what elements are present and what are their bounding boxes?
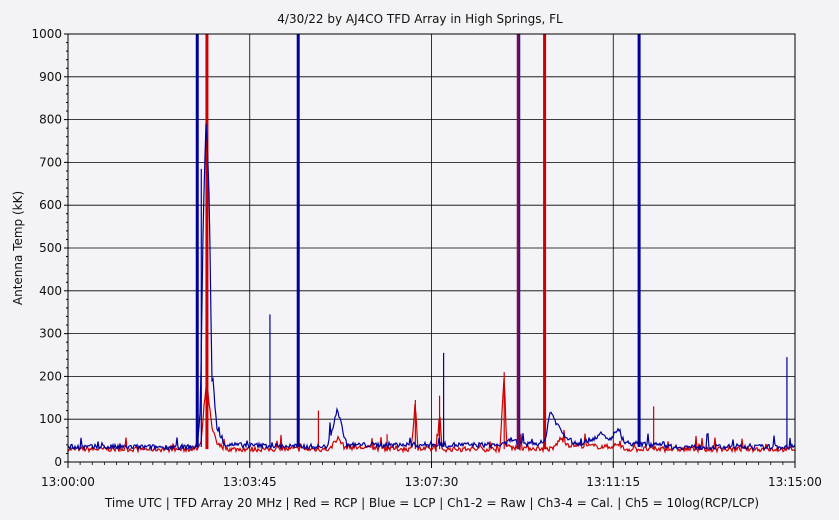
y-tick-label: 500 — [39, 241, 62, 255]
x-tick-label: 13:00:00 — [41, 475, 95, 489]
series-rcp — [67, 34, 795, 454]
y-axis: 0 100 200 300 400 500 600 700 800 900 1000 — [31, 27, 68, 469]
y-tick-label: 900 — [39, 70, 62, 84]
y-tick-label: 0 — [54, 455, 62, 469]
x-tick-label: 13:15:00 — [768, 475, 822, 489]
x-tick-label: 13:07:30 — [405, 475, 459, 489]
y-tick-label: 1000 — [31, 27, 62, 41]
x-tick-label: 13:03:45 — [223, 475, 277, 489]
y-tick-label: 800 — [39, 113, 62, 127]
chart-title: 4/30/22 by AJ4CO TFD Array in High Sprin… — [277, 12, 563, 26]
x-axis: 13:00:00 13:03:45 13:07:30 13:11:15 13:15:00 — [41, 462, 822, 489]
y-tick-label: 600 — [39, 198, 62, 212]
y-tick-label: 400 — [39, 284, 62, 298]
series-line — [67, 123, 796, 452]
x-tick-label: 13:11:15 — [586, 475, 640, 489]
series-line — [67, 378, 795, 454]
y-tick-label: 300 — [39, 327, 62, 341]
y-tick-label: 100 — [39, 412, 62, 426]
y-tick-label: 200 — [39, 369, 62, 383]
y-axis-label: Antenna Temp (kK) — [11, 191, 25, 305]
y-tick-label: 700 — [39, 155, 62, 169]
series-layer — [67, 34, 796, 454]
x-axis-label: Time UTC | TFD Array 20 MHz | Red = RCP … — [104, 496, 759, 510]
